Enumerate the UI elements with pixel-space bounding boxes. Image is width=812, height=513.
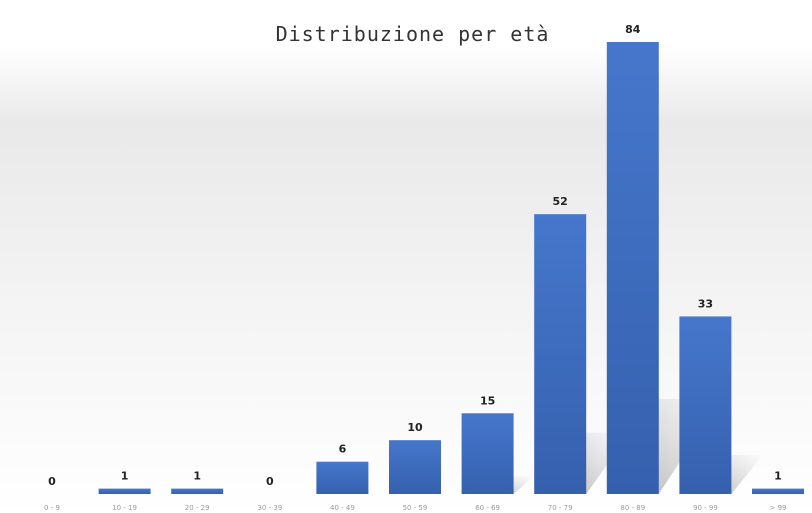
tick-label-9: 90 - 99 — [693, 504, 718, 512]
tick-label-4: 40 - 49 — [330, 504, 355, 512]
tick-label-2: 20 - 29 — [185, 504, 210, 512]
bar-10 — [752, 488, 804, 494]
chart-title: Distribuzione per età — [275, 22, 550, 46]
tick-label-6: 60 - 69 — [475, 504, 500, 512]
bar-5 — [389, 440, 441, 494]
value-label-8: 84 — [625, 23, 641, 36]
bar-4 — [316, 461, 369, 494]
value-label-0: 0 — [48, 475, 56, 488]
tick-label-7: 70 - 79 — [548, 504, 573, 512]
value-label-3: 0 — [266, 475, 274, 488]
bar-7 — [534, 214, 587, 494]
tick-label-5: 50 - 59 — [403, 504, 428, 512]
bar-2 — [171, 488, 224, 494]
value-label-10: 1 — [774, 470, 782, 483]
bar-8 — [606, 42, 659, 494]
value-label-5: 10 — [407, 421, 423, 434]
value-label-1: 1 — [121, 470, 129, 483]
bar-1 — [98, 488, 151, 494]
tick-label-10: > 99 — [770, 504, 787, 512]
value-label-9: 33 — [698, 297, 713, 310]
tick-label-0: 0 - 9 — [44, 504, 60, 512]
bar-6 — [461, 413, 514, 494]
value-label-6: 15 — [480, 394, 495, 407]
value-label-7: 52 — [553, 195, 568, 208]
tick-label-3: 30 - 39 — [257, 504, 282, 512]
value-label-2: 1 — [193, 470, 201, 483]
bar-9 — [679, 316, 732, 494]
tick-label-1: 10 - 19 — [112, 504, 137, 512]
value-label-4: 6 — [339, 443, 347, 456]
tick-label-8: 80 - 89 — [620, 504, 645, 512]
